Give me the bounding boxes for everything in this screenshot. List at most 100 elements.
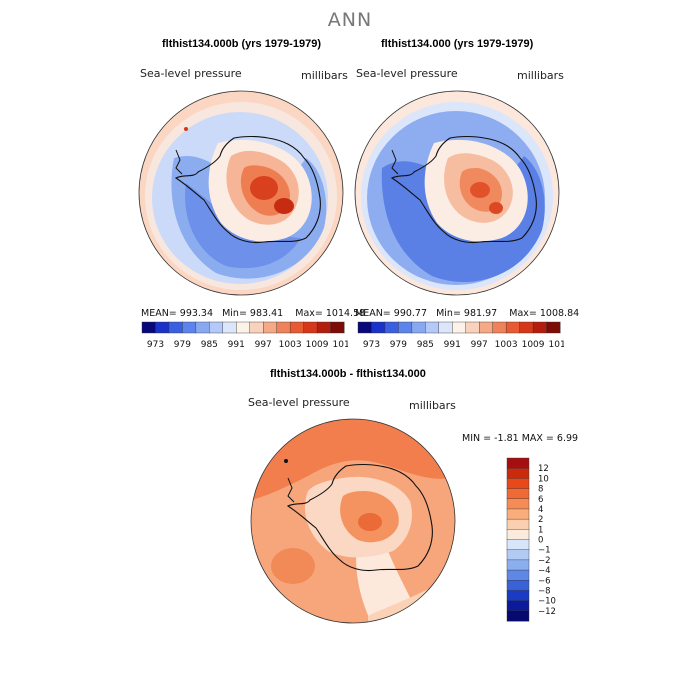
panel-1-colorbar-swatch	[303, 321, 318, 334]
panel-2-map	[354, 90, 560, 296]
panel-2-units-label: millibars	[517, 69, 564, 82]
panel-1-title: flthist134.000b (yrs 1979-1979)	[162, 38, 321, 50]
difference-colorbar-swatch	[506, 600, 530, 612]
panel-2-colorbar-swatch	[505, 321, 521, 334]
difference-colorbar-swatch	[506, 457, 530, 469]
panel-1-colorbar-tick-label: 973	[147, 340, 164, 350]
difference-colorbar-swatch	[506, 569, 530, 581]
panel-1-colorbar-swatch	[195, 321, 210, 334]
panel-2-title: flthist134.000 (yrs 1979-1979)	[381, 38, 534, 50]
page-title: ANN	[327, 9, 373, 31]
panel-2-colorbar-swatch	[492, 321, 507, 334]
difference-colorbar-tick-label: −6	[538, 576, 551, 586]
panel-1-colorbar-swatch	[182, 321, 197, 334]
panel-2-colorbar-swatch	[546, 321, 561, 334]
panel-1-stats: MEAN= 993.34 Min= 983.41 Max= 1014.58	[141, 308, 365, 319]
panel-1-colorbar-swatch	[222, 321, 237, 334]
panel-1-mean: MEAN= 993.34	[141, 308, 214, 319]
panel-2-colorbar-swatch	[357, 321, 372, 334]
panel-1-colorbar-tick-label: 997	[255, 340, 272, 350]
panel-2-field-peak-2	[489, 202, 503, 214]
panel-2-colorbar-tick-label: 1015	[549, 340, 564, 350]
difference-colorbar-swatch	[506, 610, 530, 622]
panel-1-field-peak	[250, 176, 278, 200]
difference-stats: MIN = -1.81 MAX = 6.99	[462, 433, 579, 444]
panel-1-field-label: Sea-level pressure	[140, 67, 242, 80]
panel-1-colorbar-swatch	[209, 321, 224, 334]
difference-field-label: Sea-level pressure	[248, 396, 350, 409]
panel-2-colorbar-swatch	[519, 321, 534, 334]
difference-colorbar-tick-label: −12	[538, 607, 556, 617]
panel-2-colorbar-swatch	[411, 321, 426, 334]
difference-field-peak	[358, 513, 382, 531]
panel-1-min: Min= 983.41	[222, 308, 284, 319]
panel-2-colorbar-swatch	[425, 321, 440, 334]
panel-2-mean: MEAN= 990.77	[355, 308, 428, 319]
difference-map	[250, 418, 456, 624]
difference-colorbar-tick-label: 12	[538, 464, 549, 474]
difference-field-north-high	[251, 419, 455, 501]
panel-2-colorbar-swatch	[398, 321, 413, 334]
difference-south-america-coastline	[287, 477, 295, 503]
difference-colorbar-swatch	[506, 518, 530, 530]
difference-colorbar-swatch	[506, 467, 530, 479]
panel-1-colorbar-tick-label: 985	[201, 340, 218, 350]
panel-1-map-border	[138, 90, 344, 296]
panel-2-colorbar-tick-label: 979	[390, 340, 407, 350]
panel-1-antarctica-coastline	[174, 135, 321, 244]
difference-colorbar-swatch	[506, 590, 530, 602]
panel-1-field-spot	[184, 127, 188, 131]
panel-2-colorbar-swatch	[532, 321, 548, 334]
panel-2-south-america-coastline	[391, 149, 399, 175]
difference-map-border	[250, 418, 456, 624]
panel-1-colorbar-swatch	[316, 321, 332, 334]
difference-colorbar-tick-label: 10	[538, 474, 549, 484]
panel-1-colorbar-swatch	[289, 321, 305, 334]
panel-2-field-label: Sea-level pressure	[356, 67, 458, 80]
difference-colorbar-tick-label: 1	[538, 525, 543, 535]
difference-colorbar-swatch	[506, 559, 530, 571]
panel-2-colorbar-tick-label: 1009	[522, 340, 545, 350]
panel-2-stats: MEAN= 990.77 Min= 981.97 Max= 1008.84	[355, 308, 579, 319]
difference-colorbar-tick-label: −2	[538, 556, 551, 566]
panel-2-colorbar-tick-label: 985	[417, 340, 434, 350]
difference-colorbar-tick-label: −1	[538, 546, 551, 556]
difference-colorbar-tick-label: 0	[538, 536, 543, 546]
panel-1-colorbar-tick-label: 1003	[279, 340, 302, 350]
panel-2-field-peak	[470, 182, 490, 198]
panel-2-antarctica-coastline	[390, 135, 537, 244]
panel-2-map-border	[354, 90, 560, 296]
difference-colorbar-tick-label: −4	[538, 566, 551, 576]
difference-colorbar-swatch	[506, 529, 530, 540]
panel-1-colorbar-tick-label: 1015	[333, 340, 348, 350]
difference-colorbar-tick-label: −10	[538, 597, 556, 607]
panel-2-colorbar-swatch	[465, 321, 480, 334]
difference-colorbar-swatch	[506, 488, 530, 500]
panel-2-min: Min= 981.97	[436, 308, 498, 319]
difference-colorbar-tick-label: −8	[538, 586, 551, 596]
panel-1-colorbar-swatch	[236, 321, 251, 334]
panel-2-colorbar-swatch	[384, 321, 399, 334]
panel-1-units-label: millibars	[301, 69, 348, 82]
panel-1-south-america-coastline	[175, 149, 183, 175]
panel-2-colorbar: 973 979 985 991 997 1003 1009 1015	[357, 321, 564, 350]
panel-2-colorbar-tick-label: 973	[363, 340, 380, 350]
difference-colorbar-tick-label: 8	[538, 485, 543, 495]
panel-1-field-peak-2	[274, 198, 294, 214]
panel-1-colorbar-tick-label: 979	[174, 340, 191, 350]
panel-1-colorbar-swatch	[168, 321, 183, 334]
difference-units-label: millibars	[409, 399, 456, 412]
panel-1-colorbar: 973 979 985 991 997 1003 1009 1015	[141, 321, 348, 350]
panel-2-max: Max= 1008.84	[509, 308, 580, 319]
difference-colorbar-swatch	[506, 539, 530, 551]
difference-colorbar-tick-label: 4	[538, 505, 543, 515]
difference-colorbar-tick-label: 6	[538, 495, 543, 505]
panel-1-colorbar-swatch	[141, 321, 156, 334]
difference-colorbar-swatch	[506, 498, 530, 510]
panel-1-colorbar-swatch	[276, 321, 291, 334]
difference-colorbar-swatch	[506, 508, 530, 520]
difference-antarctica-coastline	[286, 463, 433, 572]
panel-2-colorbar-swatch	[371, 321, 386, 334]
difference-field-spot	[284, 459, 288, 463]
